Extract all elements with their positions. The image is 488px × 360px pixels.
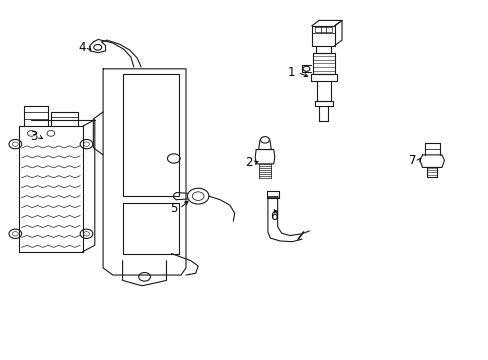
- Text: 5: 5: [170, 202, 177, 215]
- Text: 4: 4: [79, 41, 86, 54]
- Text: 3: 3: [30, 130, 38, 144]
- Text: 7: 7: [408, 154, 416, 167]
- Text: 1: 1: [287, 66, 295, 79]
- Text: 2: 2: [244, 156, 252, 169]
- Text: 6: 6: [269, 210, 277, 223]
